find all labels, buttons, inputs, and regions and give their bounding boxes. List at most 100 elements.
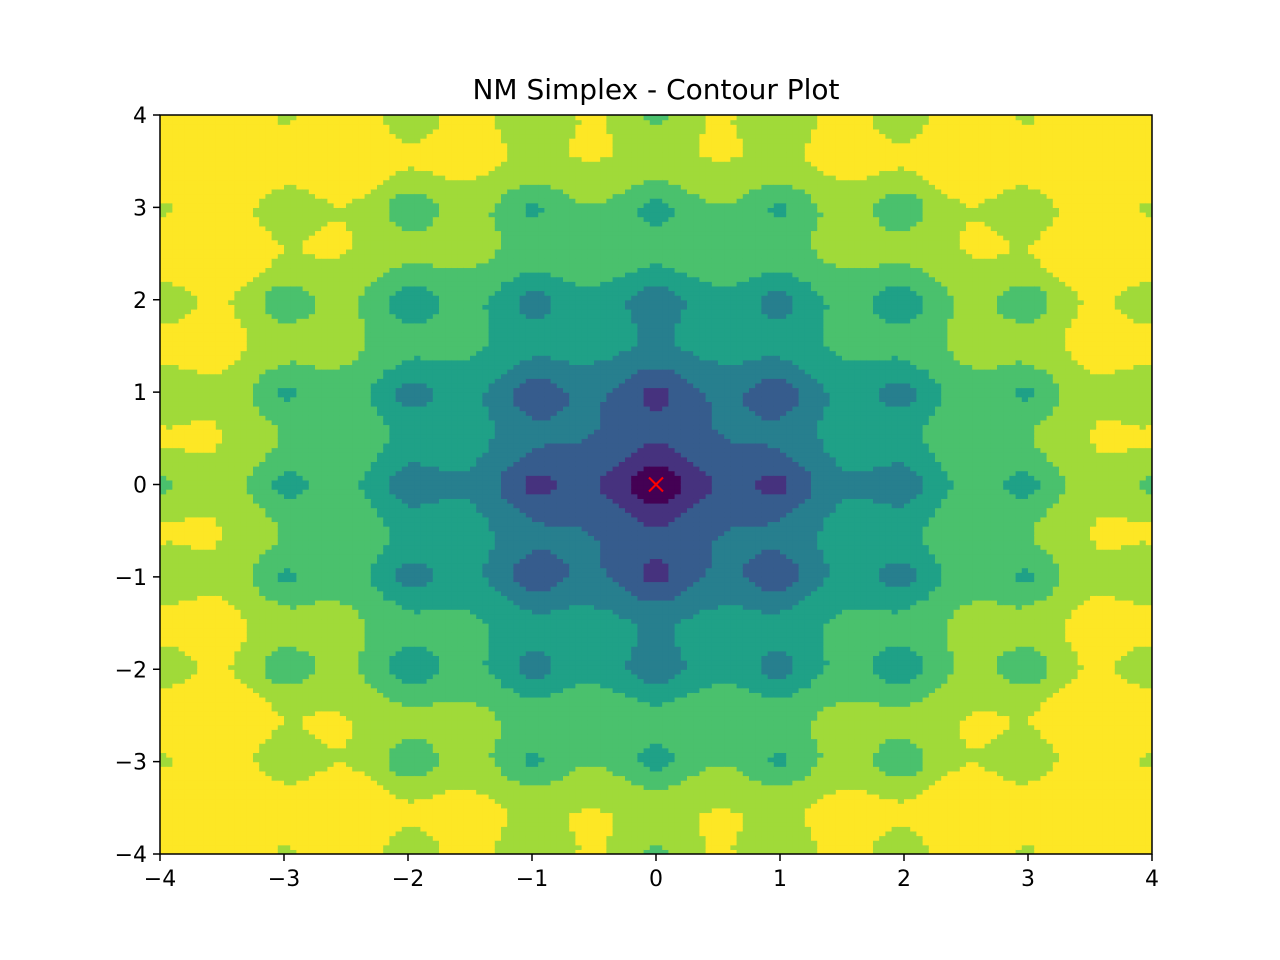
contour-cell (253, 770, 260, 777)
contour-cell (284, 595, 291, 601)
contour-cell (321, 433, 328, 439)
contour-cell (178, 295, 186, 301)
contour-cell (277, 743, 285, 749)
contour-cell (321, 544, 328, 550)
contour-cell (296, 683, 304, 689)
contour-cell (253, 715, 260, 721)
contour-cell (265, 720, 273, 726)
contour-cell (246, 341, 254, 347)
contour-cell (215, 757, 223, 763)
contour-cell (234, 664, 242, 670)
contour-cell (321, 244, 328, 250)
contour-cell (166, 692, 173, 698)
contour-cell (240, 576, 248, 583)
contour-cell (308, 202, 316, 208)
contour-cell (215, 350, 223, 356)
contour-cell (327, 752, 335, 758)
contour-cell (178, 683, 186, 689)
contour-cell (228, 161, 235, 167)
contour-cell (172, 438, 180, 444)
contour-cell (222, 318, 229, 324)
contour-cell (172, 225, 180, 232)
contour-cell (203, 115, 211, 121)
contour-cell (296, 115, 304, 121)
contour-cell (166, 475, 173, 481)
contour-cell (284, 743, 291, 749)
contour-cell (302, 784, 310, 790)
contour-cell (271, 285, 279, 292)
contour-cell (315, 623, 322, 629)
contour-cell (215, 442, 223, 449)
contour-cell (240, 281, 248, 287)
contour-cell (346, 410, 353, 416)
contour-cell (296, 262, 304, 269)
contour-cell (296, 623, 304, 629)
contour-cell (302, 632, 310, 638)
contour-cell (228, 793, 235, 800)
contour-cell (339, 599, 347, 606)
contour-cell (166, 364, 173, 370)
contour-cell (246, 350, 254, 356)
contour-cell (209, 479, 217, 486)
contour-cell (184, 341, 192, 347)
contour-cell (315, 378, 322, 384)
contour-cell (246, 230, 254, 236)
contour-cell (308, 147, 316, 153)
contour-cell (160, 327, 167, 333)
contour-cell (209, 752, 217, 758)
contour-cell (234, 502, 242, 509)
contour-cell (184, 170, 192, 176)
contour-cell (172, 544, 180, 550)
contour-cell (271, 207, 279, 213)
contour-cell (209, 452, 217, 458)
contour-cell (265, 780, 273, 786)
contour-cell (246, 484, 254, 490)
contour-cell (321, 133, 328, 139)
contour-cell (191, 396, 198, 402)
contour-cell (246, 613, 254, 620)
contour-cell (259, 170, 266, 176)
contour-cell (209, 512, 217, 518)
contour-cell (215, 170, 223, 176)
contour-cell (203, 803, 211, 809)
contour-cell (240, 221, 248, 227)
contour-cell (284, 318, 291, 324)
contour-cell (352, 844, 359, 850)
contour-cell (209, 442, 217, 449)
contour-cell (178, 650, 186, 656)
contour-cell (191, 710, 198, 717)
contour-cell (315, 290, 322, 296)
contour-cell (209, 230, 217, 236)
contour-cell (178, 784, 186, 790)
contour-cell (246, 119, 254, 125)
contour-cell (234, 253, 242, 259)
contour-cell (296, 419, 304, 426)
contour-cell (184, 710, 192, 717)
contour-cell (333, 664, 341, 670)
contour-cell (333, 258, 341, 264)
contour-cell (352, 706, 359, 712)
contour-cell (296, 138, 304, 144)
contour-cell (321, 230, 328, 236)
contour-cell (290, 175, 297, 181)
contour-cell (259, 549, 266, 555)
contour-cell (253, 720, 260, 726)
contour-cell (290, 664, 297, 670)
contour-cell (302, 373, 310, 379)
contour-cell (271, 452, 279, 458)
contour-cell (302, 424, 310, 430)
contour-cell (333, 345, 341, 352)
contour-cell (333, 442, 341, 449)
contour-cell (308, 724, 316, 730)
contour-cell (346, 761, 353, 767)
contour-cell (259, 318, 266, 324)
contour-cell (246, 322, 254, 329)
contour-cell (346, 276, 353, 282)
contour-cell (333, 757, 341, 763)
contour-cell (277, 387, 285, 393)
contour-cell (284, 461, 291, 467)
contour-cell (346, 535, 353, 541)
contour-cell (197, 793, 204, 800)
contour-cell (302, 193, 310, 199)
contour-cell (321, 207, 328, 213)
